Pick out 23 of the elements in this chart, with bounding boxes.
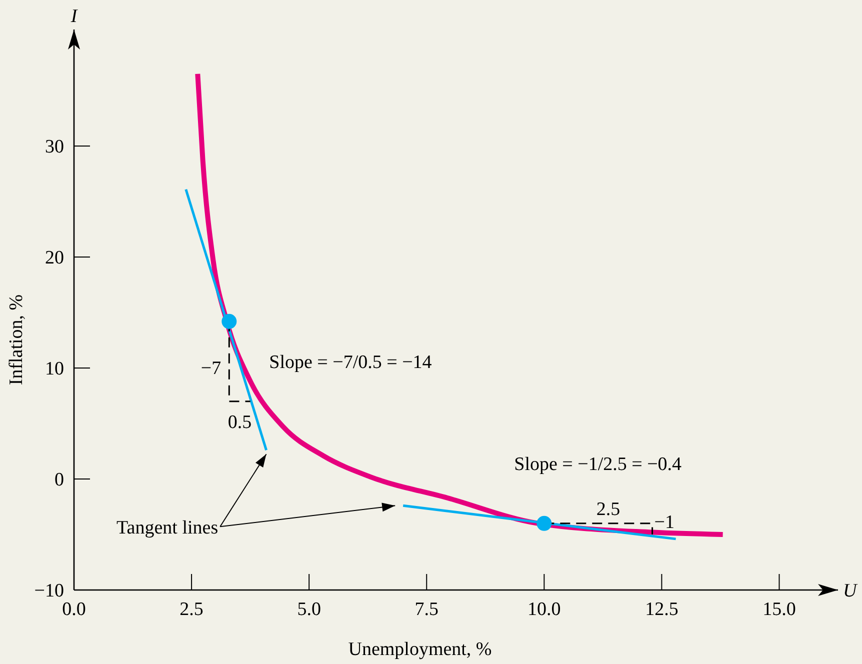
x-tick-label: 10.0 [528, 599, 561, 620]
annotation: Tangent lines [116, 517, 218, 538]
annotation: 0.5 [228, 412, 252, 433]
x-tick-label: 2.5 [180, 599, 204, 620]
annotation: Slope = −7/0.5 = −14 [269, 352, 432, 374]
x-tick-label: 15.0 [762, 599, 796, 620]
annotation: 2.5 [596, 499, 620, 520]
y-tick-label: 10 [45, 358, 64, 380]
text: I [70, 6, 79, 28]
x-tick-label: 5.0 [297, 599, 321, 620]
annotation: Slope = −1/2.5 = −0.4 [514, 454, 682, 476]
x-tick-label: 7.5 [414, 599, 438, 620]
x-axis-title: Unemployment, % [348, 639, 492, 660]
y-tick-label: 30 [45, 136, 64, 158]
x-tick-label: 0.0 [62, 599, 86, 620]
annotation: −1 [654, 512, 675, 534]
y-tick-label: 20 [45, 248, 64, 269]
x-tick-label: 12.5 [645, 599, 678, 620]
text: U [843, 580, 858, 602]
y-tick-label: 0 [54, 470, 64, 491]
annotation: −7 [200, 358, 222, 380]
y-tick-label: −10 [34, 580, 64, 602]
y-axis-title: Inflation, % [6, 294, 27, 386]
